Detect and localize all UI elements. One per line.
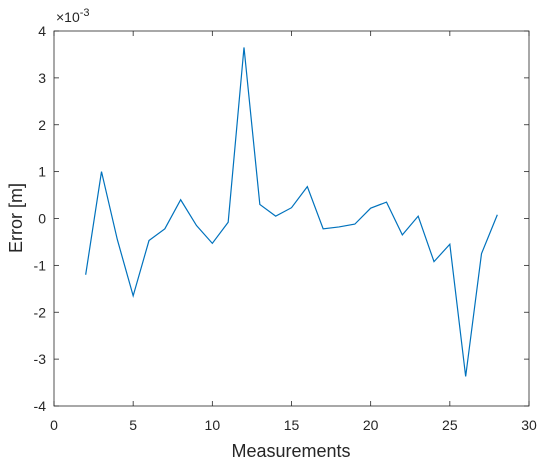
multiplier-base: ×10 (56, 9, 80, 25)
x-axis-label: Measurements (231, 441, 350, 461)
x-tick-label: 25 (442, 417, 458, 433)
x-tick-label: 0 (50, 417, 58, 433)
y-tick-label: 2 (38, 117, 46, 133)
y-multiplier: ×10-3 (56, 7, 90, 25)
y-tick-label: 4 (38, 23, 46, 39)
multiplier-power: -3 (80, 7, 90, 19)
y-tick-label: 3 (38, 70, 46, 86)
x-tick-label: 10 (205, 417, 221, 433)
x-tick-label: 20 (363, 417, 379, 433)
y-tick-label: 1 (38, 164, 46, 180)
x-tick-label: 5 (129, 417, 137, 433)
data-line (85, 47, 498, 377)
x-tick-label: 15 (284, 417, 300, 433)
y-axis-label: Error [m] (6, 183, 26, 253)
x-tick-label: 30 (521, 417, 537, 433)
y-tick-label: -4 (34, 398, 47, 414)
y-tick-label: -3 (34, 351, 47, 367)
y-tick-label: -2 (34, 304, 47, 320)
plot-box (53, 30, 530, 407)
y-tick-label: -1 (34, 257, 47, 273)
y-tick-label: 0 (38, 211, 46, 227)
